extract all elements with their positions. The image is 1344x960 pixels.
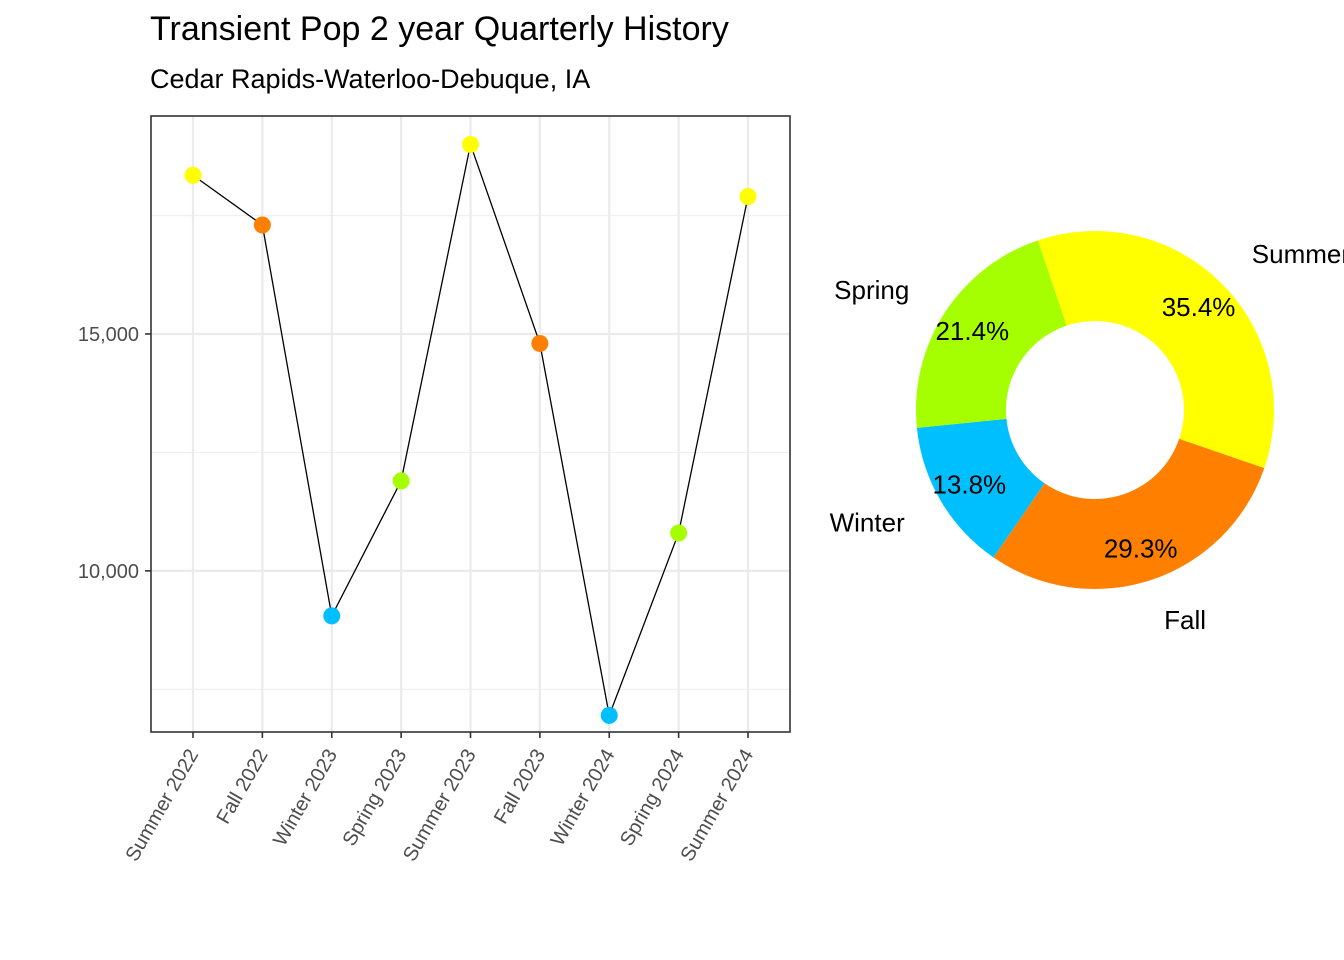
slice-percent-label: 13.8% xyxy=(932,469,1006,499)
chart-title: Transient Pop 2 year Quarterly History xyxy=(150,10,729,48)
data-point xyxy=(670,524,688,542)
slice-percent-label: 21.4% xyxy=(935,316,1009,346)
data-point xyxy=(600,706,618,724)
slice-category-label: Summer xyxy=(1252,239,1344,269)
donut-slice-summer xyxy=(1037,231,1275,469)
slice-percent-label: 29.3% xyxy=(1104,534,1178,564)
x-tick-label: Spring 2024 xyxy=(616,746,689,850)
y-tick-label: 10,000 xyxy=(78,561,139,583)
slice-category-label: Winter xyxy=(830,507,905,537)
slice-category-label: Spring xyxy=(834,275,909,305)
x-tick-label: Summer 2024 xyxy=(676,746,758,866)
slice-percent-label: 35.4% xyxy=(1162,292,1236,322)
x-tick-label: Fall 2022 xyxy=(213,746,273,828)
data-point xyxy=(392,472,410,490)
y-tick-label: 15,000 xyxy=(78,324,139,346)
data-point xyxy=(323,607,341,625)
chart-subtitle: Cedar Rapids-Waterloo-Debuque, IA xyxy=(150,64,591,94)
donut-slice-fall xyxy=(993,438,1265,589)
donut-slice-winter xyxy=(916,418,1045,558)
data-point xyxy=(462,135,479,153)
slice-category-label: Fall xyxy=(1164,605,1206,635)
x-tick-label: Summer 2022 xyxy=(121,746,203,866)
x-tick-label: Winter 2023 xyxy=(269,746,342,850)
data-point xyxy=(531,334,549,352)
data-point xyxy=(739,188,757,206)
data-point xyxy=(184,166,202,184)
x-tick-label: Fall 2023 xyxy=(490,746,550,828)
x-tick-label: Summer 2023 xyxy=(399,746,481,866)
donut-slice-spring xyxy=(916,240,1067,428)
x-tick-label: Winter 2024 xyxy=(547,746,620,850)
data-point xyxy=(253,216,271,234)
x-tick-label: Spring 2023 xyxy=(338,746,411,850)
donut-chart: 35.4% Summer 29.3% Fall 13.8% Winter 21.4% Spri… xyxy=(830,231,1344,635)
